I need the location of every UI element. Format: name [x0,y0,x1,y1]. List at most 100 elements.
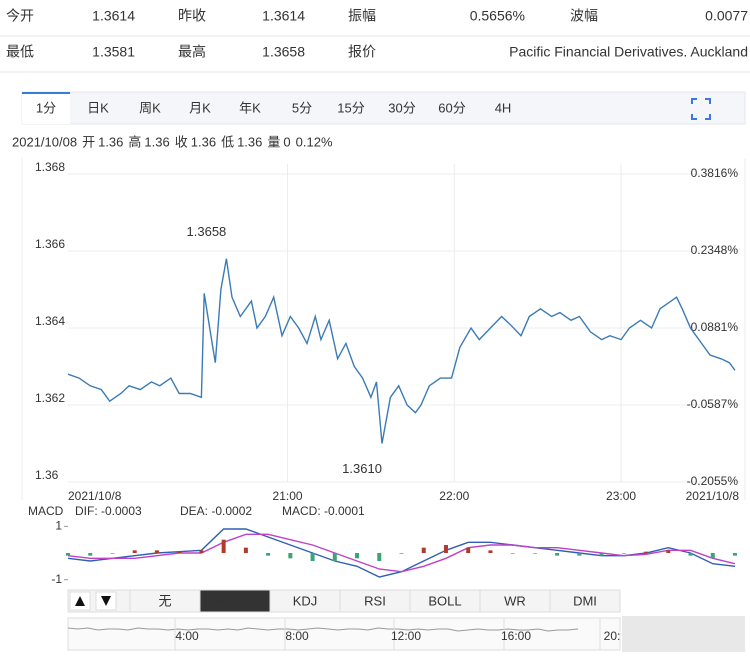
indicator-tab-label[interactable]: 无 [158,593,171,608]
period-tab[interactable]: 15分 [337,100,364,115]
macd-bar [466,547,471,553]
legend-entry: DIF: -0.0003 [75,504,142,518]
macd-bar [733,553,737,556]
period-tab[interactable]: 1分 [36,100,56,115]
field-label: 昨收 [178,8,206,24]
indicator-tab-label[interactable]: DMI [573,593,597,608]
field-value: 1.3614 [262,8,305,24]
arrow-down[interactable] [101,596,111,606]
navigator [67,617,621,651]
indicator-tab-label[interactable]: BOLL [428,593,461,608]
x-tick-label: 21:00 [273,489,303,503]
x-tick-label: 2021/10/8 [686,489,740,503]
macd-bar [266,553,271,556]
y2-tick-label: 0.0881% [691,320,739,334]
period-tab[interactable]: 月K [189,100,211,115]
field-label: 报价 [348,44,376,60]
macd-bar [621,553,626,554]
navigator-label: 16:00 [501,629,531,643]
info-date: 2021/10/08 [12,134,77,149]
macd-bar [310,553,315,561]
macd-bar [332,553,337,561]
macd-bar [577,553,582,556]
field-value: 1.3581 [92,44,135,60]
macd-bar [154,550,159,553]
macd-bar [510,553,515,554]
macd-bar [199,550,204,553]
field-value: Pacific Financial Derivatives. Auckland [509,44,748,60]
field-value: 0.5656% [470,8,525,24]
period-tab[interactable]: 5分 [292,100,312,115]
price-line [67,258,736,444]
info-change: 0.12% [296,134,333,149]
info-value: 0 [283,134,290,149]
macd-bar [399,553,404,554]
field-value: 1.3614 [92,8,135,24]
period-tab[interactable]: 30分 [388,100,415,115]
macd-bar [644,551,649,553]
x-tick-label: 22:00 [439,489,469,503]
field-label: 最高 [178,44,206,60]
macd-bar [688,553,693,556]
period-tab[interactable]: 60分 [438,100,465,115]
indicator-tab-label[interactable]: MACD [216,593,254,608]
annotation: 1.3658 [187,224,227,239]
navigator-line [67,627,579,632]
fullscreen-icon[interactable] [691,98,711,120]
macd-title: MACD [28,504,64,518]
macd-bar [132,550,137,553]
macd-bar [377,553,382,561]
arrow-up[interactable] [75,596,85,606]
field-value: 1.3658 [262,44,305,60]
period-tab[interactable]: 周K [139,100,161,115]
info-label: 开 [82,134,95,149]
navigator-label: 8:00 [285,629,309,643]
y-tick-label: 1.362 [35,391,65,405]
x-tick-label: 2021/10/8 [68,489,122,503]
watermark-blur [622,616,745,652]
indicator-tab-label[interactable]: RSI [364,593,386,608]
y-tick-label: 1.368 [35,160,65,174]
legend-entry: MACD: -0.0001 [282,504,365,518]
period-tab[interactable]: 年K [239,100,261,115]
macd-bar [532,553,537,554]
info-value: 1.36 [191,134,216,149]
macd-bar [177,551,182,553]
navigator-label: 20: [604,629,621,643]
info-label: 收 [175,134,188,149]
period-tab[interactable]: 4H [495,100,512,115]
macd-bar [599,553,604,556]
period-tab[interactable]: 日K [87,100,109,115]
field-label: 振幅 [348,8,376,24]
y-tick-label: 1.366 [35,237,65,251]
active-tab-bg [22,92,70,124]
macd-bar [288,553,293,559]
info-label: 高 [128,134,141,149]
indicator-tab-label[interactable]: KDJ [293,593,318,608]
macd-bar [66,553,70,556]
info-label: 量 [267,134,280,149]
info-value: 1.36 [144,134,169,149]
info-value: 1.36 [237,134,262,149]
indicator-tab-label[interactable]: WR [504,593,526,608]
y2-tick-label: -0.2055% [687,474,739,488]
macd-bar [710,553,715,559]
annotation: 1.3610 [342,461,382,476]
y-tick-label: 1 [55,519,62,533]
macd-bar [355,553,360,559]
y2-tick-label: 0.3816% [691,166,739,180]
info-label: 低 [221,134,234,149]
y-tick-label: -1 [51,572,62,586]
macd-bar [421,547,426,553]
period-bar [21,91,746,125]
macd-bar [555,553,560,556]
legend-entry: DEA: -0.0002 [180,504,252,518]
macd-bar [443,545,448,553]
field-value: 0.0077 [705,8,748,24]
navigator-label: 4:00 [175,629,199,643]
field-label: 最低 [6,44,34,60]
navigator-label: 12:00 [391,629,421,643]
field-label: 波幅 [570,8,598,24]
indicator-tab[interactable] [549,589,621,613]
